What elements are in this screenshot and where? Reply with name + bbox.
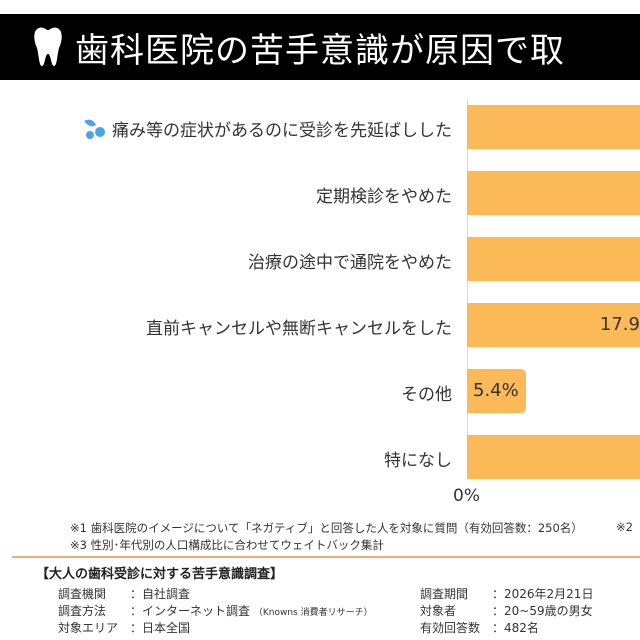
title-bar: 歯科医院の苦手意識が原因で取	[0, 14, 640, 80]
tooth-icon	[34, 27, 62, 66]
x-tick-label: 0%	[453, 486, 480, 506]
survey-detail: 調査期間 ：2026年2月21日	[420, 587, 594, 601]
bar	[467, 435, 640, 479]
survey-detail: 調査機関 ：自社調査	[58, 587, 191, 601]
category-label: その他	[401, 385, 452, 405]
survey-heading: 【大人の歯科受診に対する苦手意識調査】	[36, 567, 284, 582]
bar	[467, 369, 527, 413]
category-label: 直前キャンセルや無断キャンセルをした	[146, 319, 452, 339]
survey-detail: 調査方法 ：インターネット調査 （Knowns 消費者リサーチ）	[58, 604, 373, 618]
bar-chart: 0% 痛み等の症状があるのに受診を先延ばしした定期検診をやめた治療の途中で通院を…	[82, 100, 640, 506]
category-label: 痛み等の症状があるのに受診を先延ばしした	[82, 116, 452, 141]
category-label: 特になし	[384, 451, 452, 471]
footnote-1: ※1 歯科医院のイメージについて「ネガティブ」と回答した人を対象に質問（有効回答…	[70, 521, 583, 535]
water-drops-icon	[84, 119, 105, 139]
footnotes: ※1 歯科医院のイメージについて「ネガティブ」と回答した人を対象に質問（有効回答…	[70, 520, 583, 554]
category-label: 治療の途中で通院をやめた	[248, 253, 452, 273]
category-label: 定期検診をやめた	[316, 187, 452, 207]
divider	[12, 556, 640, 558]
data-label: 17.9%	[599, 314, 640, 335]
survey-detail: 対象者 ：20~59歳の男女	[420, 604, 593, 618]
survey-detail: 対象エリア ：日本全国	[58, 621, 191, 635]
bar	[467, 105, 640, 149]
bar	[467, 303, 640, 347]
footnote-3: ※3 性別･年代別の人口構成比に合わせてウェイトバック集計	[70, 538, 384, 552]
page-title: 歯科医院の苦手意識が原因で取	[75, 30, 565, 71]
bar	[467, 171, 640, 215]
bar	[467, 237, 640, 281]
axis-line	[467, 100, 468, 480]
footnote-2: ※2	[616, 520, 633, 534]
survey-detail: 有効回答数 ：482名	[420, 621, 539, 635]
data-label: 5.4%	[473, 380, 519, 401]
